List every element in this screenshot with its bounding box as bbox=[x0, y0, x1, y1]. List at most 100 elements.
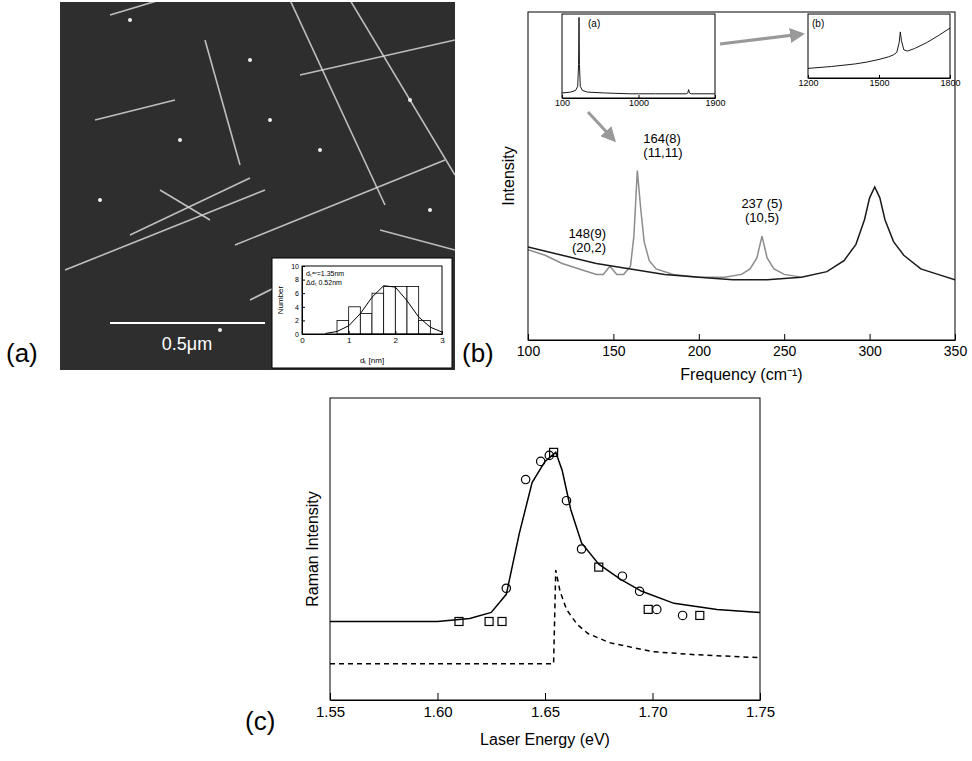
tick: 1.65 bbox=[531, 693, 560, 720]
tick: 250 bbox=[773, 334, 797, 359]
x-axis-title: Laser Energy (eV) bbox=[480, 731, 610, 748]
inset-note: Δdₜ 0.52nm bbox=[306, 279, 342, 286]
particle bbox=[428, 208, 432, 212]
tick-label: 0 bbox=[300, 336, 305, 345]
tick-label: 2 bbox=[295, 317, 299, 324]
particle bbox=[318, 148, 322, 152]
y-axis: 0 2 4 6 8 10 bbox=[291, 263, 305, 338]
nanotube bbox=[300, 40, 455, 75]
square-point bbox=[644, 605, 652, 613]
x-axis: 100 1000 1900 bbox=[555, 95, 726, 108]
arrow bbox=[588, 112, 614, 140]
spectrum-line bbox=[528, 171, 801, 278]
circle-point bbox=[678, 611, 686, 619]
afm-image bbox=[60, 2, 455, 370]
tick: 1000 bbox=[629, 95, 649, 108]
tick-label: 1.75 bbox=[746, 703, 775, 720]
particle bbox=[268, 118, 272, 122]
nanotube bbox=[380, 230, 455, 250]
inset-plot bbox=[562, 17, 715, 93]
tick: 1 bbox=[347, 331, 352, 345]
peak-label: (11,11) bbox=[643, 145, 682, 160]
scale-bar bbox=[110, 322, 265, 324]
tick: 1.60 bbox=[423, 693, 452, 720]
y-axis-title: Intensity bbox=[500, 146, 517, 206]
y-axis-title: Number bbox=[276, 285, 285, 314]
tick-mark bbox=[784, 334, 785, 340]
tick: 150 bbox=[602, 334, 626, 359]
spectrum-line bbox=[528, 187, 955, 280]
inset-frame bbox=[808, 14, 950, 78]
plot-frame bbox=[528, 12, 955, 340]
tick-label: 6 bbox=[295, 290, 299, 297]
tick-mark bbox=[613, 334, 614, 340]
peak-label: (20,2) bbox=[572, 240, 606, 255]
tick-mark bbox=[442, 331, 443, 334]
x-axis: 1200 1500 1800 bbox=[798, 75, 960, 88]
inset-label: (b) bbox=[812, 18, 824, 29]
nanotube bbox=[160, 190, 210, 220]
image-ground bbox=[60, 2, 455, 370]
tick: 1.75 bbox=[746, 693, 775, 720]
inset-ground bbox=[272, 258, 452, 368]
fit-line bbox=[325, 286, 442, 334]
tick: 1500 bbox=[869, 75, 889, 88]
tick: 0 bbox=[295, 331, 305, 338]
particle bbox=[178, 138, 182, 142]
inset-label: (a) bbox=[588, 18, 600, 29]
tick: 1.55 bbox=[316, 693, 345, 720]
tick-mark bbox=[302, 280, 305, 281]
tick: 8 bbox=[295, 276, 305, 283]
tick: 200 bbox=[688, 334, 712, 359]
tick-mark bbox=[955, 334, 956, 340]
axis-line bbox=[302, 267, 303, 335]
tick-label: 1.70 bbox=[638, 703, 667, 720]
nanotube bbox=[110, 2, 160, 15]
nanotube bbox=[205, 40, 240, 165]
tick-label: 1900 bbox=[705, 98, 725, 108]
tick: 1200 bbox=[798, 75, 818, 88]
bar bbox=[360, 314, 372, 334]
inset: 100 1000 1900 (a) bbox=[555, 14, 726, 108]
excitation-plot bbox=[330, 448, 760, 663]
tick-mark bbox=[302, 320, 305, 321]
inset-note: dₜᵃᵛ=1.35nm bbox=[306, 270, 344, 277]
inset-ground bbox=[562, 14, 715, 98]
tick-label: 10 bbox=[291, 263, 299, 270]
tick-mark bbox=[545, 693, 546, 700]
tick-label: 1800 bbox=[940, 78, 960, 88]
tick: 1.70 bbox=[638, 693, 667, 720]
scale-bar-label: 0.5μm bbox=[162, 334, 212, 354]
tick-label: 1.55 bbox=[316, 703, 345, 720]
axis-line bbox=[303, 334, 443, 335]
tick: 300 bbox=[858, 334, 882, 359]
particle bbox=[98, 198, 102, 202]
spectrum-line bbox=[562, 17, 715, 93]
peak-label: (10,5) bbox=[745, 210, 779, 225]
inset-ground bbox=[808, 14, 950, 78]
panel-c: 1.55 1.60 1.65 1.70 1.75 Laser Energy (eV) Ram… bbox=[245, 398, 775, 748]
tick-mark bbox=[330, 693, 331, 700]
tick-label: 100 bbox=[555, 98, 570, 108]
nanotube bbox=[290, 2, 385, 205]
tick-mark bbox=[302, 334, 305, 335]
inset: 1200 1500 1800 (b) bbox=[798, 14, 960, 88]
tick-label: 200 bbox=[688, 343, 712, 359]
inset-plot bbox=[808, 28, 950, 68]
peak-label: 237 (5) bbox=[741, 196, 782, 211]
fit-line bbox=[330, 452, 760, 621]
y-axis-title: Raman Intensity bbox=[304, 491, 321, 607]
tick: 10 bbox=[291, 263, 305, 270]
particle bbox=[248, 58, 252, 62]
x-axis: 0123 bbox=[300, 331, 445, 345]
nanotube bbox=[95, 100, 175, 120]
particle bbox=[218, 328, 222, 332]
tick: 6 bbox=[295, 290, 305, 297]
tick: 4 bbox=[295, 304, 305, 311]
tick-mark bbox=[395, 331, 396, 334]
tick-mark bbox=[438, 693, 439, 700]
inset-frame bbox=[562, 14, 715, 98]
tick: 2 bbox=[394, 331, 399, 345]
tick-mark bbox=[870, 334, 871, 340]
panel-b: 100150200250300350148(9)(20,2)164(8)(11,… bbox=[462, 12, 967, 383]
